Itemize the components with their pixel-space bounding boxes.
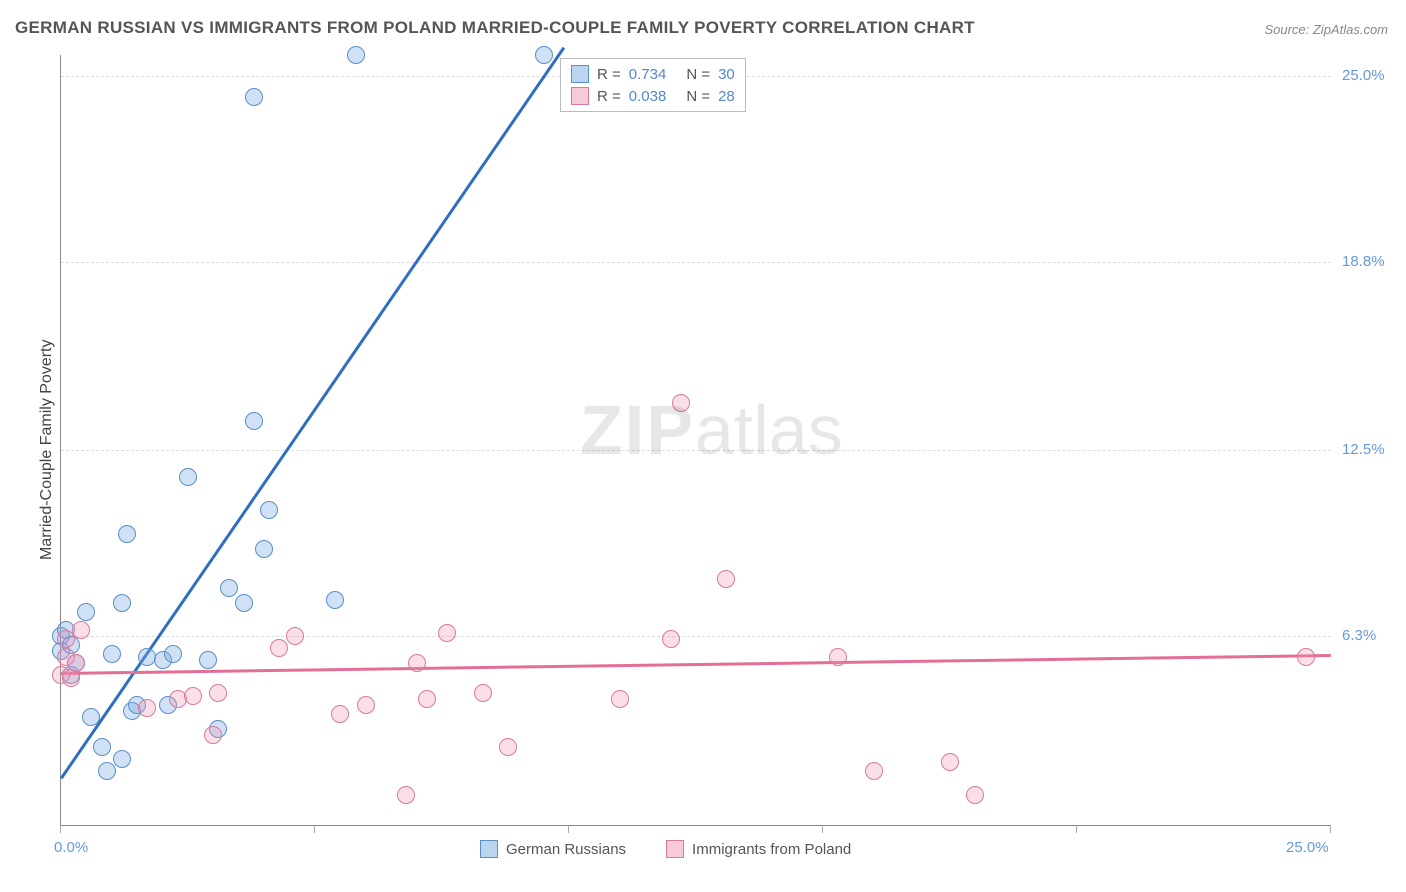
y-tick-label: 12.5% <box>1342 441 1385 458</box>
scatter-point <box>77 603 95 621</box>
scatter-point <box>93 738 111 756</box>
x-tick <box>60 825 61 833</box>
n-label: N = <box>686 88 710 105</box>
scatter-point <box>865 762 883 780</box>
scatter-point <box>113 594 131 612</box>
scatter-point <box>438 624 456 642</box>
legend-swatch <box>480 840 498 858</box>
legend-swatch <box>571 65 589 83</box>
scatter-point <box>270 639 288 657</box>
x-tick <box>314 825 315 833</box>
scatter-point <box>941 753 959 771</box>
scatter-point <box>245 412 263 430</box>
scatter-point <box>418 690 436 708</box>
x-tick-label: 25.0% <box>1286 839 1329 856</box>
chart-container: GERMAN RUSSIAN VS IMMIGRANTS FROM POLAND… <box>0 0 1406 892</box>
scatter-point <box>474 684 492 702</box>
chart-title: GERMAN RUSSIAN VS IMMIGRANTS FROM POLAND… <box>15 18 975 38</box>
r-value: 0.734 <box>629 66 667 83</box>
legend-correlation-stats: R = 0.734 N = 30 R = 0.038 N = 28 <box>560 58 746 112</box>
n-label: N = <box>686 66 710 83</box>
scatter-point <box>103 645 121 663</box>
scatter-point <box>199 651 217 669</box>
scatter-point <box>829 648 847 666</box>
scatter-point <box>255 540 273 558</box>
legend-swatch <box>666 840 684 858</box>
scatter-point <box>357 696 375 714</box>
legend-series: German Russians Immigrants from Poland <box>480 840 881 858</box>
scatter-point <box>235 594 253 612</box>
y-tick-label: 6.3% <box>1342 627 1376 644</box>
r-label: R = <box>597 88 621 105</box>
scatter-point <box>184 687 202 705</box>
trend-line <box>61 654 1331 674</box>
grid-line <box>61 262 1331 263</box>
grid-line <box>61 636 1331 637</box>
scatter-point <box>204 726 222 744</box>
legend-label: Immigrants from Poland <box>692 841 851 858</box>
legend-item: German Russians <box>480 840 626 858</box>
scatter-point <box>966 786 984 804</box>
scatter-point <box>164 645 182 663</box>
n-value: 30 <box>718 66 735 83</box>
scatter-point <box>67 654 85 672</box>
scatter-point <box>326 591 344 609</box>
grid-line <box>61 450 1331 451</box>
scatter-point <box>499 738 517 756</box>
scatter-point <box>347 46 365 64</box>
scatter-point <box>113 750 131 768</box>
r-label: R = <box>597 66 621 83</box>
legend-item: Immigrants from Poland <box>666 840 851 858</box>
scatter-point <box>260 501 278 519</box>
y-axis-title: Married-Couple Family Poverty <box>38 339 56 560</box>
scatter-point <box>672 394 690 412</box>
scatter-point <box>331 705 349 723</box>
scatter-point <box>535 46 553 64</box>
scatter-point <box>82 708 100 726</box>
scatter-point <box>138 699 156 717</box>
scatter-point <box>408 654 426 672</box>
scatter-point <box>220 579 238 597</box>
legend-swatch <box>571 87 589 105</box>
scatter-point <box>662 630 680 648</box>
x-tick <box>568 825 569 833</box>
x-tick-label: 0.0% <box>54 839 88 856</box>
scatter-point <box>245 88 263 106</box>
r-value: 0.038 <box>629 88 667 105</box>
scatter-point <box>209 684 227 702</box>
scatter-point <box>1297 648 1315 666</box>
scatter-point <box>179 468 197 486</box>
legend-stat-row: R = 0.734 N = 30 <box>571 63 735 85</box>
scatter-point <box>397 786 415 804</box>
n-value: 28 <box>718 88 735 105</box>
x-tick <box>1330 825 1331 833</box>
scatter-point <box>98 762 116 780</box>
scatter-point <box>118 525 136 543</box>
scatter-point <box>611 690 629 708</box>
y-tick-label: 25.0% <box>1342 67 1385 84</box>
scatter-point <box>717 570 735 588</box>
legend-label: German Russians <box>506 841 626 858</box>
y-tick-label: 18.8% <box>1342 253 1385 270</box>
scatter-point <box>286 627 304 645</box>
x-tick <box>822 825 823 833</box>
x-tick <box>1076 825 1077 833</box>
plot-area <box>60 55 1331 826</box>
legend-stat-row: R = 0.038 N = 28 <box>571 85 735 107</box>
source-attribution: Source: ZipAtlas.com <box>1264 22 1388 37</box>
scatter-point <box>72 621 90 639</box>
